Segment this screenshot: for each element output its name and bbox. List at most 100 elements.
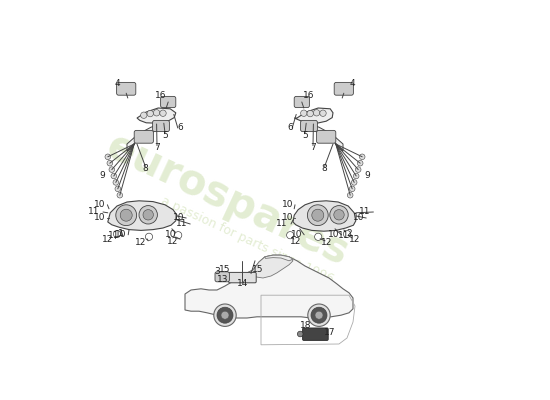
Text: 10: 10 bbox=[353, 214, 365, 222]
Text: 10: 10 bbox=[95, 200, 106, 209]
Text: 10: 10 bbox=[173, 214, 185, 222]
Circle shape bbox=[139, 206, 157, 224]
Circle shape bbox=[308, 304, 330, 326]
Circle shape bbox=[174, 232, 182, 239]
Text: 10: 10 bbox=[292, 230, 302, 239]
Circle shape bbox=[330, 206, 348, 224]
FancyBboxPatch shape bbox=[229, 272, 256, 283]
Text: 6: 6 bbox=[177, 124, 183, 132]
Text: 11: 11 bbox=[359, 208, 370, 216]
Text: 10: 10 bbox=[116, 230, 127, 239]
Text: eurospares: eurospares bbox=[99, 125, 355, 275]
Circle shape bbox=[311, 307, 327, 323]
Text: a passion for parts since 1996: a passion for parts since 1996 bbox=[158, 194, 336, 286]
Text: 7: 7 bbox=[154, 144, 160, 152]
Text: 15: 15 bbox=[252, 266, 264, 274]
Circle shape bbox=[105, 154, 111, 160]
Polygon shape bbox=[294, 108, 333, 123]
Text: 12: 12 bbox=[349, 236, 360, 244]
Text: 11: 11 bbox=[338, 232, 350, 240]
Circle shape bbox=[113, 230, 120, 238]
Circle shape bbox=[343, 230, 350, 238]
Circle shape bbox=[298, 331, 303, 337]
Circle shape bbox=[359, 154, 365, 160]
Text: 9: 9 bbox=[100, 171, 105, 180]
Circle shape bbox=[355, 167, 361, 172]
FancyBboxPatch shape bbox=[215, 272, 229, 282]
FancyBboxPatch shape bbox=[294, 96, 310, 108]
Polygon shape bbox=[108, 201, 177, 230]
Text: 8: 8 bbox=[322, 164, 327, 173]
Circle shape bbox=[315, 311, 323, 319]
Text: 14: 14 bbox=[237, 280, 249, 288]
Text: 5: 5 bbox=[162, 131, 168, 140]
Text: 2: 2 bbox=[346, 230, 352, 238]
Text: 12: 12 bbox=[167, 237, 179, 246]
Text: 12: 12 bbox=[135, 238, 147, 247]
Circle shape bbox=[214, 304, 236, 326]
FancyBboxPatch shape bbox=[317, 130, 336, 143]
Text: 11: 11 bbox=[277, 220, 288, 228]
Text: 16: 16 bbox=[303, 91, 315, 100]
Circle shape bbox=[107, 160, 113, 166]
Polygon shape bbox=[185, 255, 353, 318]
Circle shape bbox=[307, 205, 328, 226]
FancyBboxPatch shape bbox=[334, 82, 354, 95]
Text: 5: 5 bbox=[302, 131, 308, 140]
Text: 10: 10 bbox=[282, 214, 294, 222]
Text: 8: 8 bbox=[142, 164, 149, 173]
FancyBboxPatch shape bbox=[302, 328, 328, 340]
Text: 4: 4 bbox=[114, 79, 120, 88]
Circle shape bbox=[312, 209, 324, 221]
Circle shape bbox=[115, 186, 120, 192]
Text: 10: 10 bbox=[95, 214, 106, 222]
Circle shape bbox=[358, 160, 363, 166]
Circle shape bbox=[143, 210, 153, 220]
Text: 12: 12 bbox=[102, 236, 113, 244]
Text: 9: 9 bbox=[364, 171, 370, 180]
Text: 11: 11 bbox=[108, 232, 120, 240]
FancyBboxPatch shape bbox=[301, 120, 317, 132]
Text: 10: 10 bbox=[282, 200, 294, 209]
Circle shape bbox=[349, 186, 355, 192]
Polygon shape bbox=[127, 124, 161, 151]
Text: 16: 16 bbox=[155, 91, 167, 100]
Circle shape bbox=[116, 205, 136, 226]
Text: 7: 7 bbox=[310, 144, 316, 152]
Text: 4: 4 bbox=[350, 79, 355, 88]
Circle shape bbox=[145, 233, 152, 240]
Circle shape bbox=[315, 233, 322, 240]
Circle shape bbox=[217, 307, 233, 323]
Text: 1: 1 bbox=[118, 230, 124, 238]
Polygon shape bbox=[265, 255, 293, 261]
Polygon shape bbox=[245, 255, 293, 278]
Text: 12: 12 bbox=[321, 238, 333, 247]
Circle shape bbox=[287, 232, 294, 239]
FancyBboxPatch shape bbox=[161, 96, 176, 108]
Text: 10: 10 bbox=[165, 230, 177, 239]
Circle shape bbox=[320, 110, 326, 116]
Circle shape bbox=[354, 173, 359, 179]
Circle shape bbox=[117, 192, 123, 198]
Circle shape bbox=[314, 110, 320, 116]
Circle shape bbox=[153, 110, 160, 116]
Circle shape bbox=[334, 210, 344, 220]
Circle shape bbox=[307, 110, 314, 117]
Circle shape bbox=[301, 110, 307, 116]
Polygon shape bbox=[137, 108, 176, 123]
Text: 18: 18 bbox=[300, 322, 312, 330]
Text: 13: 13 bbox=[217, 275, 229, 284]
Polygon shape bbox=[293, 201, 356, 231]
Circle shape bbox=[113, 180, 119, 185]
FancyBboxPatch shape bbox=[117, 82, 136, 95]
Circle shape bbox=[111, 173, 117, 179]
Text: 11: 11 bbox=[89, 208, 100, 216]
Text: 10: 10 bbox=[328, 230, 340, 239]
Text: 17: 17 bbox=[324, 328, 336, 337]
Text: 15: 15 bbox=[219, 266, 231, 274]
Text: 11: 11 bbox=[175, 220, 187, 228]
Polygon shape bbox=[309, 124, 343, 151]
Circle shape bbox=[109, 167, 114, 172]
Circle shape bbox=[160, 110, 166, 116]
Circle shape bbox=[147, 110, 153, 117]
